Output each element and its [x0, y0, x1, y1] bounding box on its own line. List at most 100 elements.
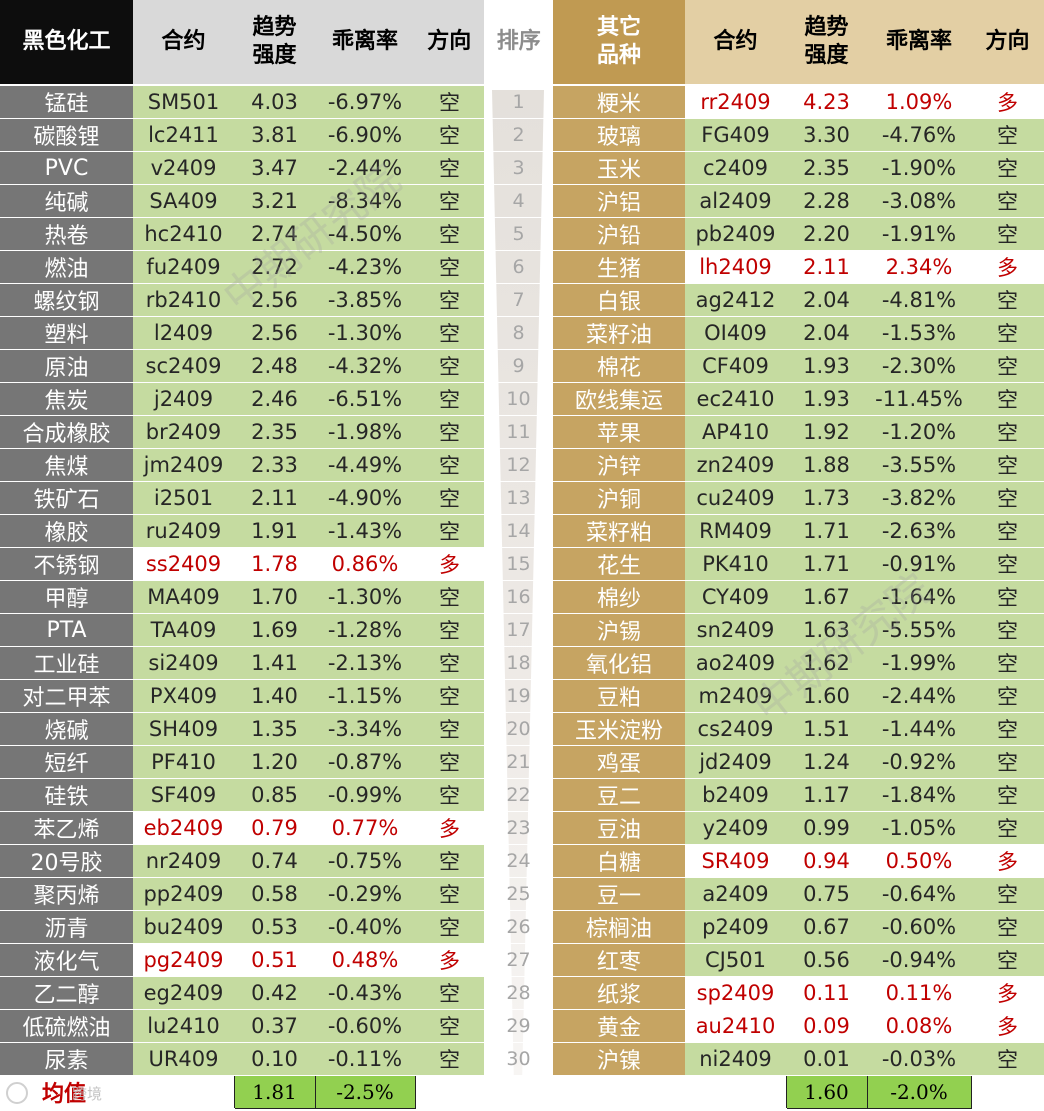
right-strength-cell: 2.04 — [786, 316, 867, 350]
left-deviation-cell: 0.86% — [315, 547, 415, 581]
left-contract-cell: pg2409 — [133, 943, 234, 977]
right-commodity-name: 红枣 — [553, 943, 685, 977]
left-commodity-name: 聚丙烯 — [0, 877, 133, 911]
right-deviation-cell: -4.76% — [867, 118, 971, 152]
right-strength-cell: 0.67 — [786, 910, 867, 944]
left-deviation-cell: -6.51% — [315, 382, 415, 416]
left-contract-cell: UR409 — [133, 1042, 234, 1076]
strength-header-right-line2: 强度 — [804, 43, 849, 68]
left-contract-cell: l2409 — [133, 316, 234, 350]
left-direction-cell: 空 — [415, 745, 484, 779]
right-direction-cell: 空 — [971, 778, 1044, 812]
table-row: PVC v2409 3.47 -2.44% 空 3 玉米 c2409 2.35 -1.90% 空 — [0, 151, 1044, 185]
right-category-header: 其它 品种 — [553, 0, 685, 86]
table-row: 液化气 pg2409 0.51 0.48% 多 27 红枣 CJ501 0.56 -0.94% 空 — [0, 943, 1044, 977]
rank-cell: 22 — [484, 778, 553, 812]
left-commodity-name: 焦炭 — [0, 382, 133, 416]
right-contract-cell: p2409 — [685, 910, 786, 944]
right-strength-cell: 1.92 — [786, 415, 867, 449]
rank-cell: 11 — [484, 415, 553, 449]
right-strength-cell: 1.67 — [786, 580, 867, 614]
table-row: 纯碱 SA409 3.21 -8.34% 空 4 沪铝 al2409 2.28 -3.08% 空 — [0, 184, 1044, 218]
rank-cell: 1 — [484, 85, 553, 119]
right-direction-cell: 空 — [971, 316, 1044, 350]
right-commodity-name: 棉花 — [553, 349, 685, 383]
left-deviation-cell: -2.13% — [315, 646, 415, 680]
left-direction-cell: 空 — [415, 910, 484, 944]
left-commodity-name: 橡胶 — [0, 514, 133, 548]
right-strength-cell: 0.56 — [786, 943, 867, 977]
left-strength-cell: 2.74 — [234, 217, 315, 251]
right-commodity-name: 黄金 — [553, 1009, 685, 1043]
left-strength-cell: 0.10 — [234, 1042, 315, 1076]
rank-cell: 9 — [484, 349, 553, 383]
left-commodity-name: PTA — [0, 613, 133, 647]
right-commodity-name: 沪铅 — [553, 217, 685, 251]
right-strength-cell: 1.63 — [786, 613, 867, 647]
right-commodity-name: 花生 — [553, 547, 685, 581]
right-strength-cell: 0.11 — [786, 976, 867, 1010]
left-direction-cell: 空 — [415, 646, 484, 680]
right-commodity-name: 豆油 — [553, 811, 685, 845]
left-deviation-cell: -0.29% — [315, 877, 415, 911]
left-deviation-cell: -3.85% — [315, 283, 415, 317]
right-deviation-cell: -3.08% — [867, 184, 971, 218]
right-deviation-cell: -4.81% — [867, 283, 971, 317]
right-category-line2: 品种 — [596, 43, 641, 68]
right-direction-cell: 空 — [971, 415, 1044, 449]
right-contract-cell: au2410 — [685, 1009, 786, 1043]
rank-cell: 3 — [484, 151, 553, 185]
right-contract-cell: CJ501 — [685, 943, 786, 977]
right-strength-cell: 0.75 — [786, 877, 867, 911]
left-contract-cell: ss2409 — [133, 547, 234, 581]
left-commodity-name: 碳酸锂 — [0, 118, 133, 152]
right-strength-cell: 0.01 — [786, 1042, 867, 1076]
right-deviation-cell: 0.50% — [867, 844, 971, 878]
table-row: 硅铁 SF409 0.85 -0.99% 空 22 豆二 b2409 1.17 -1.84% 空 — [0, 778, 1044, 812]
left-direction-cell: 空 — [415, 217, 484, 251]
right-deviation-cell: -3.55% — [867, 448, 971, 482]
left-deviation-cell: 0.77% — [315, 811, 415, 845]
table-row: 碳酸锂 lc2411 3.81 -6.90% 空 2 玻璃 FG409 3.30 -4.76% 空 — [0, 118, 1044, 152]
right-contract-cell: FG409 — [685, 118, 786, 152]
left-deviation-cell: -1.15% — [315, 679, 415, 713]
right-commodity-name: 棉纱 — [553, 580, 685, 614]
right-direction-cell: 空 — [971, 382, 1044, 416]
rank-cell: 30 — [484, 1042, 553, 1076]
rank-cell: 29 — [484, 1009, 553, 1043]
left-strength-cell: 1.41 — [234, 646, 315, 680]
right-contract-cell: ag2412 — [685, 283, 786, 317]
left-deviation-cell: -0.11% — [315, 1042, 415, 1076]
right-direction-cell: 空 — [971, 151, 1044, 185]
right-commodity-name: 沪锌 — [553, 448, 685, 482]
right-strength-cell: 2.20 — [786, 217, 867, 251]
left-deviation-cell: -8.34% — [315, 184, 415, 218]
right-commodity-name: 白糖 — [553, 844, 685, 878]
right-direction-cell: 空 — [971, 547, 1044, 581]
left-direction-cell: 空 — [415, 1009, 484, 1043]
left-contract-cell: jm2409 — [133, 448, 234, 482]
left-commodity-name: 烧碱 — [0, 712, 133, 746]
left-contract-cell: lc2411 — [133, 118, 234, 152]
left-strength-cell: 1.20 — [234, 745, 315, 779]
right-deviation-cell: -0.03% — [867, 1042, 971, 1076]
right-contract-cell: SR409 — [685, 844, 786, 878]
right-commodity-name: 纸浆 — [553, 976, 685, 1010]
left-commodity-name: 螺纹钢 — [0, 283, 133, 317]
right-deviation-cell: -5.55% — [867, 613, 971, 647]
right-direction-cell: 空 — [971, 514, 1044, 548]
right-contract-cell: y2409 — [685, 811, 786, 845]
left-strength-cell: 3.21 — [234, 184, 315, 218]
left-direction-cell: 空 — [415, 1042, 484, 1076]
right-deviation-cell: 0.08% — [867, 1009, 971, 1043]
left-commodity-name: 20号胶 — [0, 844, 133, 878]
rank-cell: 6 — [484, 250, 553, 284]
left-direction-cell: 空 — [415, 448, 484, 482]
right-direction-cell: 空 — [971, 283, 1044, 317]
left-category-header: 黑色化工 — [0, 0, 133, 86]
right-contract-cell: cs2409 — [685, 712, 786, 746]
right-strength-cell: 2.35 — [786, 151, 867, 185]
strength-header-line2: 强度 — [252, 43, 297, 68]
left-commodity-name: 沥青 — [0, 910, 133, 944]
